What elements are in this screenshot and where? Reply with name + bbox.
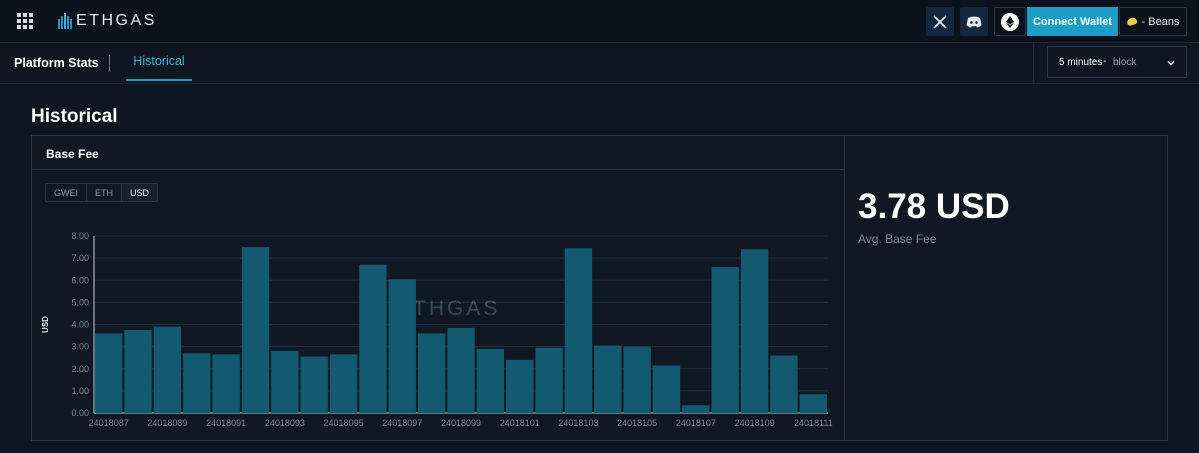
top-bar: ETHGAS Connect Wallet - Beans bbox=[0, 0, 1199, 43]
bar bbox=[623, 346, 651, 413]
x-tick-label: 24018109 bbox=[735, 418, 775, 428]
x-tick-label: 24018095 bbox=[324, 418, 364, 428]
bar bbox=[535, 347, 563, 413]
bar bbox=[95, 333, 123, 413]
divider bbox=[109, 55, 110, 71]
interval-dropdown[interactable]: 5 minutes - block bbox=[1047, 46, 1187, 78]
bar bbox=[212, 354, 240, 413]
logo-text: ETHGAS bbox=[76, 12, 157, 29]
bar bbox=[652, 365, 681, 413]
discord-button[interactable] bbox=[960, 7, 988, 36]
bar bbox=[711, 266, 739, 413]
y-tick-label: 4.00 bbox=[71, 320, 89, 330]
platform-stats-title[interactable]: Platform Stats bbox=[14, 56, 99, 70]
y-tick-label: 0.00 bbox=[71, 408, 89, 418]
beans-label: - Beans bbox=[1141, 15, 1180, 28]
sub-nav: Platform Stats Historical 5 minutes - bl… bbox=[0, 43, 1199, 84]
ethgas-logo-icon bbox=[58, 13, 72, 29]
x-social-button[interactable] bbox=[926, 7, 954, 36]
bar bbox=[564, 248, 593, 413]
bar bbox=[476, 348, 505, 413]
avg-base-fee-label: Avg. Base Fee bbox=[858, 232, 937, 246]
ethereum-icon bbox=[1001, 12, 1019, 31]
base-fee-chart: 0.00 1.00 2.00 3.00 4.00 5.00 6.00 7.00 8.00 USD E… bbox=[41, 231, 833, 428]
bar bbox=[241, 247, 270, 413]
unit-tab-usd[interactable]: USD bbox=[122, 184, 158, 201]
chevron-down-icon bbox=[1167, 61, 1175, 66]
tab-historical[interactable]: Historical bbox=[126, 43, 192, 81]
x-tick-label: 24018099 bbox=[441, 418, 481, 428]
unit-tab-eth[interactable]: ETH bbox=[87, 184, 122, 201]
bar bbox=[300, 356, 328, 413]
y-tick-label: 6.00 bbox=[71, 275, 89, 285]
apps-grid-icon[interactable] bbox=[17, 13, 33, 29]
base-fee-card: Base Fee GWEI ETH USD 0.00 1.00 2.00 3.00 4.… bbox=[31, 135, 1168, 441]
x-tick-label: 24018105 bbox=[617, 418, 657, 428]
bar bbox=[417, 333, 446, 413]
x-tick-label: 24018107 bbox=[676, 418, 716, 428]
watermark: ETHGAS bbox=[368, 297, 500, 320]
interval-separator: - bbox=[1103, 56, 1107, 67]
bar bbox=[447, 327, 475, 413]
x-tick-label: 24018111 bbox=[794, 418, 833, 428]
x-tick-label: 24018089 bbox=[147, 418, 187, 428]
card-header: Base Fee bbox=[32, 136, 844, 170]
x-tick-label: 24018087 bbox=[89, 418, 129, 428]
avg-base-fee-value: 3.78 USD bbox=[858, 187, 1010, 226]
y-tick-label: 3.00 bbox=[71, 342, 89, 352]
unit-tabs: GWEI ETH USD bbox=[45, 183, 159, 202]
y-tick-label: 7.00 bbox=[71, 253, 89, 263]
x-tick-label: 24018091 bbox=[206, 418, 246, 428]
x-icon bbox=[933, 14, 947, 29]
x-tick-label: 24018097 bbox=[382, 418, 422, 428]
chart-panel: Base Fee GWEI ETH USD 0.00 1.00 2.00 3.00 4.… bbox=[32, 136, 845, 440]
y-tick-label: 1.00 bbox=[71, 386, 89, 396]
interval-unit: block bbox=[1113, 57, 1137, 68]
bar bbox=[271, 351, 299, 413]
bar bbox=[799, 394, 827, 413]
interval-select-wrapper: 5 minutes - block bbox=[1033, 43, 1199, 83]
bar bbox=[359, 264, 387, 413]
beans-icon bbox=[1125, 16, 1138, 27]
bar bbox=[183, 353, 211, 413]
page-title: Historical bbox=[31, 106, 118, 127]
bar bbox=[329, 354, 358, 413]
x-tick-label: 24018101 bbox=[500, 418, 540, 428]
bar bbox=[770, 355, 798, 413]
beans-button[interactable]: - Beans bbox=[1119, 7, 1187, 36]
connect-wallet-button[interactable]: Connect Wallet bbox=[1027, 7, 1118, 36]
bar bbox=[124, 330, 152, 413]
watermark-text: ETHGAS bbox=[396, 297, 500, 320]
bar bbox=[153, 326, 182, 413]
network-button[interactable] bbox=[994, 7, 1026, 36]
y-axis-label: USD bbox=[41, 316, 50, 333]
unit-tab-gwei[interactable]: GWEI bbox=[46, 184, 87, 201]
bar bbox=[388, 279, 416, 413]
card-title: Base Fee bbox=[46, 147, 99, 161]
y-tick-label: 5.00 bbox=[71, 297, 89, 307]
x-tick-label: 24018103 bbox=[558, 418, 598, 428]
y-tick-label: 8.00 bbox=[71, 231, 89, 241]
bar bbox=[594, 345, 622, 413]
x-tick-label: 24018093 bbox=[265, 418, 305, 428]
interval-value: 5 minutes bbox=[1059, 57, 1103, 68]
bar bbox=[506, 359, 534, 413]
bar bbox=[682, 405, 710, 413]
bar bbox=[740, 249, 769, 413]
logo[interactable]: ETHGAS bbox=[58, 12, 157, 30]
y-tick-label: 2.00 bbox=[71, 364, 89, 374]
discord-icon bbox=[966, 16, 982, 27]
